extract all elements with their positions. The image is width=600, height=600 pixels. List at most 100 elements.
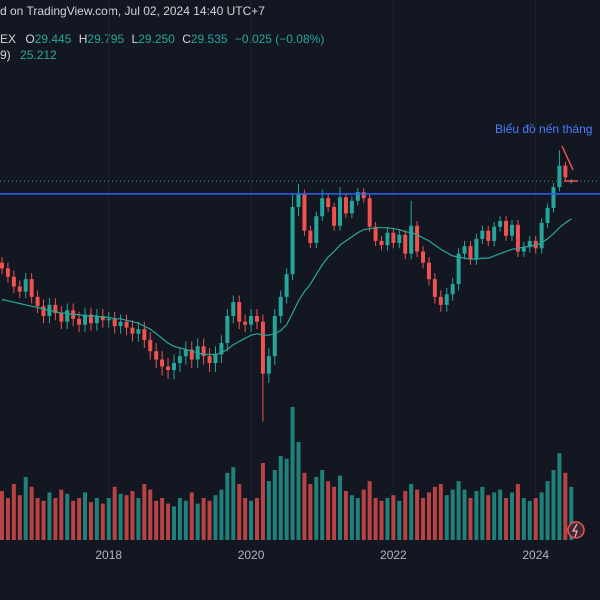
volume-bar [450, 489, 455, 540]
volume-bar [272, 470, 277, 540]
volume-bar [231, 467, 236, 540]
candle-body [444, 294, 449, 305]
candle-body [373, 226, 378, 241]
candle-body [5, 268, 10, 277]
source-line: d on TradingView.com, Jul 02, 2024 14:40… [0, 4, 265, 18]
change: −0.025 (−0.08%) [235, 32, 324, 46]
volume-bar [332, 486, 337, 540]
candle-body [177, 356, 182, 364]
volume-bar [515, 484, 520, 540]
candle-body [492, 226, 497, 241]
volume-bar [207, 500, 212, 540]
volume-bar [189, 492, 194, 540]
candle-body [438, 296, 443, 305]
candle-body [249, 315, 254, 325]
volume-bar [409, 484, 414, 540]
candle-body [136, 329, 141, 334]
volume-bar [314, 477, 319, 540]
candle-body [391, 232, 396, 243]
candle-body [11, 276, 16, 287]
plot: 2018 2020 2022 2024 Biểu đồ nến tháng [0, 0, 600, 562]
candle-body [83, 314, 88, 325]
x-tick-label: 2024 [522, 548, 549, 562]
candle-body [409, 225, 414, 254]
volume-bar [106, 498, 111, 540]
alert-icon[interactable] [567, 521, 585, 539]
candle-body [361, 192, 366, 199]
volume-bar [154, 500, 159, 540]
ohlc-value: 29.445 [35, 32, 72, 46]
volume-bar [195, 503, 200, 540]
volume-bar [349, 495, 354, 540]
volume-bar [284, 458, 289, 540]
volume-bar [23, 477, 28, 540]
ohlc-label: O [25, 32, 34, 46]
volume-bar [302, 472, 307, 540]
ohlc-value: 29.250 [138, 32, 175, 46]
volume-bar [35, 498, 40, 540]
candle-body [53, 304, 58, 314]
volume-bar [462, 489, 467, 540]
candle-body [486, 230, 491, 241]
candle-body [260, 321, 265, 374]
volume-bar [397, 500, 402, 540]
candle-body [421, 251, 426, 263]
candle-body [296, 193, 301, 208]
candle-body [41, 306, 46, 316]
candle-body [521, 247, 526, 252]
volume-bar [421, 498, 426, 540]
volume-bar [557, 453, 562, 540]
volume-bar [308, 484, 313, 540]
volume-bar [290, 407, 295, 540]
candle-body [450, 284, 455, 295]
volume-bar [551, 470, 556, 540]
candle-body [397, 234, 402, 243]
candle-body [160, 359, 165, 367]
candle-body [189, 349, 194, 360]
candle-body [88, 314, 93, 324]
volume-bar [403, 491, 408, 540]
candle-body [278, 296, 283, 316]
volume-bar [59, 489, 64, 540]
volume-bar [509, 492, 514, 540]
candle-body [557, 165, 562, 188]
volume-bar [426, 492, 431, 540]
volume-bar [367, 481, 372, 540]
candle-body [213, 354, 218, 364]
volume-bar [225, 472, 230, 540]
candle-body [509, 224, 514, 236]
candle-body [367, 198, 372, 227]
ma-legend: 9) 25.212 [0, 48, 57, 62]
volume-bar [391, 495, 396, 540]
volume-bar [118, 493, 123, 540]
candle-body [456, 253, 461, 285]
volume-bar [498, 489, 503, 540]
candle-body [148, 339, 153, 352]
volume-bar [492, 492, 497, 540]
volume-bar [415, 489, 420, 540]
volume-bar [338, 475, 343, 540]
candle-body [171, 363, 176, 371]
volume-bar [71, 500, 76, 540]
x-tick-label: 2018 [95, 548, 122, 562]
volume-bar [177, 498, 182, 540]
volume-bar [183, 500, 188, 540]
candle-body [527, 240, 532, 248]
candle-body [563, 165, 568, 178]
volume-bar [539, 492, 544, 540]
annotation: Biểu đồ nến tháng [495, 122, 592, 136]
candle-body [94, 315, 99, 324]
candle-body [338, 197, 343, 226]
candle-body [403, 234, 408, 254]
volume-bar [94, 498, 99, 540]
volume-bar [480, 486, 485, 540]
volume-bar [569, 486, 574, 540]
annotation-arrow [561, 145, 574, 171]
volume-bar [65, 493, 70, 540]
candle-body [154, 351, 159, 360]
volume-bar [254, 498, 259, 540]
candle-body [124, 321, 129, 328]
candle-body [118, 321, 123, 327]
candle-body [468, 246, 473, 260]
